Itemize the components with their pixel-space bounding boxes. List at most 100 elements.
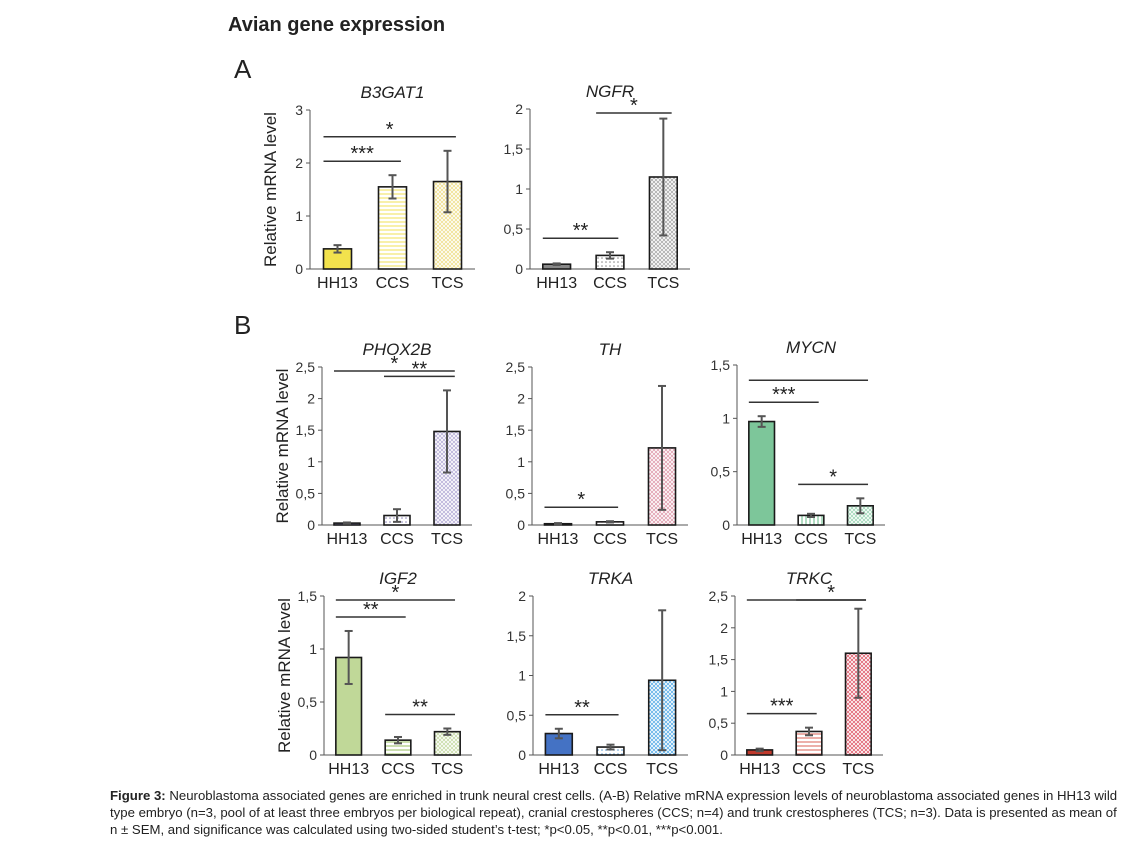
chart-phox2b: PHOX2B Relative mRNA level 0 0,5 1 1,5 2 2,5 HH1… <box>273 340 472 548</box>
x-tick-label: CCS <box>594 761 628 778</box>
significance-label: ** <box>412 358 428 380</box>
chart-title: NGFR <box>586 82 634 101</box>
bar-ccs <box>377 186 408 270</box>
chart-th: TH 0 0,5 1 1,5 2 2,5 HH13 CCS TCS * <box>506 340 688 548</box>
y-tick-label: 2,5 <box>506 359 526 375</box>
charts-area: B3GAT1 Relative mRNA level 0 1 2 3 HH13 CCS TCS *… <box>261 82 885 778</box>
y-tick-label: 1,5 <box>506 422 526 438</box>
significance-label: ** <box>412 697 428 719</box>
x-tick-label: HH13 <box>328 761 369 778</box>
y-axis-label: Relative mRNA level <box>273 369 292 524</box>
y-tick-label: 2 <box>295 155 303 171</box>
y-tick-label: 0,5 <box>507 707 527 723</box>
chart-title: MYCN <box>786 338 837 357</box>
panel-label-b: B <box>234 310 252 340</box>
x-tick-label: HH13 <box>739 761 780 778</box>
y-tick-label: 1 <box>307 454 315 470</box>
x-tick-label: CCS <box>593 531 627 548</box>
x-tick-label: TCS <box>431 761 463 778</box>
caption-label: Figure 3: <box>110 788 166 803</box>
y-tick-label: 1,5 <box>507 628 527 644</box>
y-axis-label: Relative mRNA level <box>275 598 294 753</box>
y-tick-label: 1 <box>309 641 317 657</box>
x-tick-label: HH13 <box>327 531 368 548</box>
y-tick-label: 0 <box>309 747 317 763</box>
y-tick-label: 2 <box>720 620 728 636</box>
x-tick-label: CCS <box>794 531 828 548</box>
panel-label-a: A <box>234 54 252 84</box>
x-tick-label: TCS <box>431 531 463 548</box>
x-tick-label: HH13 <box>538 531 579 548</box>
y-tick-label: 0,5 <box>709 715 729 731</box>
chart-title: IGF2 <box>379 569 417 588</box>
bar-hh13 <box>748 420 776 526</box>
x-tick-label: HH13 <box>741 531 782 548</box>
y-tick-label: 1 <box>517 454 525 470</box>
y-tick-label: 1 <box>722 410 730 426</box>
significance-label: * <box>630 95 638 117</box>
y-tick-label: 1,5 <box>711 357 731 373</box>
y-tick-label: 0 <box>295 261 303 277</box>
significance-label: ** <box>363 599 379 621</box>
x-tick-label: CCS <box>381 761 415 778</box>
significance-label: ** <box>574 697 590 719</box>
x-tick-label: TCS <box>844 531 876 548</box>
y-tick-label: 1,5 <box>296 422 316 438</box>
x-tick-label: HH13 <box>317 275 358 292</box>
x-tick-label: CCS <box>380 531 414 548</box>
y-tick-label: 2 <box>518 588 526 604</box>
y-tick-label: 3 <box>295 102 303 118</box>
significance-label: * <box>392 582 400 604</box>
y-tick-label: 1,5 <box>709 652 729 668</box>
y-tick-label: 0,5 <box>298 694 318 710</box>
x-tick-label: CCS <box>593 275 627 292</box>
y-tick-label: 1,5 <box>504 141 524 157</box>
x-tick-label: HH13 <box>538 761 579 778</box>
x-tick-label: CCS <box>792 761 826 778</box>
chart-title: TRKC <box>786 569 833 588</box>
significance-label: * <box>577 489 585 511</box>
significance-label: * <box>829 466 837 488</box>
y-tick-label: 0,5 <box>504 221 524 237</box>
significance-label: ** <box>573 220 589 242</box>
significance-label: *** <box>351 143 375 165</box>
chart-title: B3GAT1 <box>361 83 425 102</box>
y-tick-label: 2 <box>517 391 525 407</box>
y-axis-label: Relative mRNA level <box>261 112 280 267</box>
y-tick-label: 2,5 <box>709 588 729 604</box>
y-tick-label: 2,5 <box>296 359 316 375</box>
significance-label: * <box>391 353 399 375</box>
x-tick-label: TCS <box>842 761 874 778</box>
y-tick-label: 1 <box>515 181 523 197</box>
y-tick-label: 0,5 <box>506 485 526 501</box>
y-tick-label: 1,5 <box>298 588 318 604</box>
y-tick-label: 2 <box>515 101 523 117</box>
x-tick-label: TCS <box>646 531 678 548</box>
x-tick-label: HH13 <box>536 275 577 292</box>
y-tick-label: 2 <box>307 391 315 407</box>
y-tick-label: 0 <box>722 517 730 533</box>
significance-label: *** <box>770 696 794 718</box>
x-tick-label: TCS <box>646 761 678 778</box>
y-tick-label: 0 <box>307 517 315 533</box>
y-tick-label: 0,5 <box>296 485 316 501</box>
significance-label: * <box>386 119 394 141</box>
y-tick-label: 1 <box>295 208 303 224</box>
significance-label: *** <box>772 384 796 406</box>
y-tick-label: 0 <box>517 517 525 533</box>
figure-title: Avian gene expression <box>228 14 446 36</box>
y-tick-label: 1 <box>518 668 526 684</box>
chart-title: TRKA <box>588 569 633 588</box>
caption-text: Neuroblastoma associated genes are enric… <box>110 788 1118 837</box>
significance-label: * <box>827 582 835 604</box>
x-tick-label: CCS <box>376 275 410 292</box>
x-tick-label: TCS <box>432 275 464 292</box>
chart-igf2: IGF2 Relative mRNA level 0 0,5 1 1,5 HH13 CCS TC… <box>275 569 472 778</box>
y-tick-label: 1 <box>720 683 728 699</box>
y-tick-label: 0,5 <box>711 464 731 480</box>
y-tick-label: 0 <box>720 747 728 763</box>
chart-trka: TRKA 0 0,5 1 1,5 2 HH13 CCS TCS ** <box>507 569 688 778</box>
